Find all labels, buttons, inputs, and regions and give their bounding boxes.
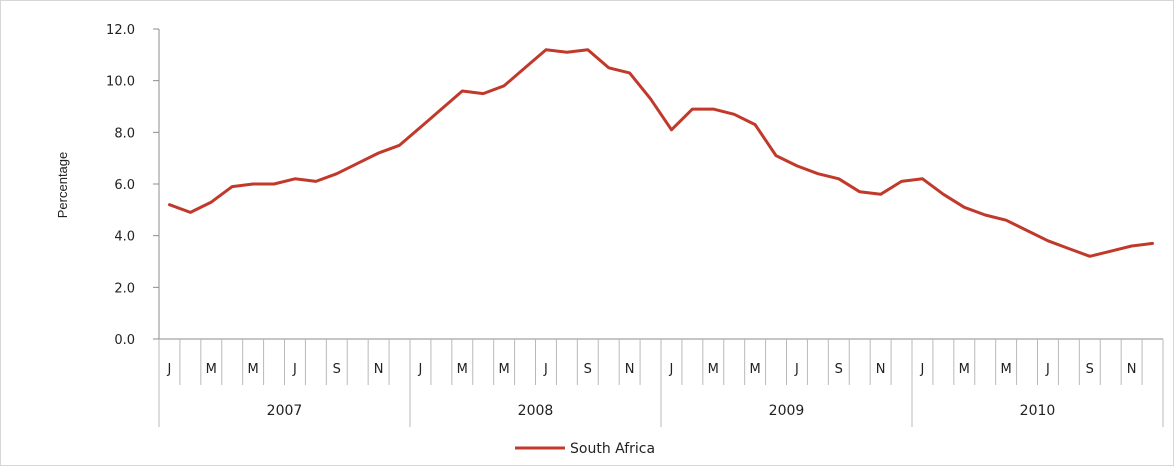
data-point	[649, 97, 652, 101]
y-tick-label: 8.0	[114, 126, 135, 141]
data-point	[231, 185, 234, 188]
y-tick-label: 0.0	[114, 333, 135, 348]
x-tick-label: J	[669, 362, 674, 377]
x-tick-label: M	[499, 362, 510, 377]
x-tick-label: J	[1045, 362, 1050, 377]
data-point	[210, 200, 213, 204]
data-point	[1004, 219, 1008, 222]
y-axis-label: Percentage	[55, 152, 70, 219]
data-point	[1046, 239, 1050, 242]
data-point	[1151, 242, 1154, 245]
data-point	[565, 51, 569, 54]
x-tick-label: M	[248, 362, 259, 377]
x-tick-label: J	[292, 362, 297, 377]
y-tick-label: 4.0	[114, 230, 135, 245]
series-layer	[168, 48, 1154, 258]
x-tick-label: J	[543, 362, 548, 377]
x-year-label: 2008	[518, 403, 554, 419]
data-point	[482, 92, 485, 95]
legend: South Africa	[515, 441, 655, 457]
x-tick-label: M	[1001, 362, 1012, 377]
data-point	[1130, 244, 1133, 248]
data-point	[900, 180, 903, 183]
x-tick-label: M	[206, 362, 217, 377]
data-point	[419, 126, 422, 129]
x-tick-label: N	[876, 362, 886, 377]
x-tick-label: J	[920, 362, 925, 377]
series-line-south-africa	[168, 48, 1154, 258]
x-tick-label: N	[374, 362, 384, 377]
x-axis: J M M J S N J M M J S N J M M J S N J M M J S N 2007 2008 2009 2010	[158, 339, 1164, 427]
data-point	[921, 177, 924, 180]
x-tick-label: S	[835, 362, 843, 377]
y-tick-labels: 0.0 2.0 4.0 6.0 8.0 10.0 12.0	[106, 23, 135, 348]
data-point	[440, 107, 443, 111]
data-point	[168, 203, 171, 206]
data-point	[1088, 255, 1092, 258]
data-point	[1109, 250, 1112, 253]
data-point	[712, 107, 715, 111]
x-tick-label: M	[457, 362, 468, 377]
data-point	[774, 154, 778, 157]
data-point	[733, 113, 736, 116]
legend-label-south-africa: South Africa	[570, 441, 655, 457]
data-point	[293, 177, 297, 180]
x-tick-label: S	[333, 362, 341, 377]
data-point	[670, 128, 673, 131]
x-year-label: 2007	[267, 403, 303, 419]
data-point	[398, 144, 401, 147]
data-point	[1025, 229, 1029, 232]
y-tick-label: 12.0	[106, 23, 135, 38]
x-tick-label: J	[167, 362, 172, 377]
data-point	[461, 89, 464, 93]
data-point	[858, 190, 861, 193]
x-tick-label: N	[1127, 362, 1137, 377]
data-point	[628, 71, 631, 75]
data-point	[189, 211, 192, 214]
data-point	[523, 66, 527, 70]
data-point	[753, 123, 757, 126]
data-point	[377, 151, 380, 155]
x-tick-label: S	[1086, 362, 1094, 377]
x-tick-label: J	[794, 362, 799, 377]
y-tick-label: 10.0	[106, 75, 135, 90]
x-year-label: 2010	[1020, 403, 1056, 419]
y-tick-label: 6.0	[114, 178, 135, 193]
y-tick-label: 2.0	[114, 281, 135, 296]
data-point	[963, 206, 966, 209]
x-tick-label: N	[625, 362, 635, 377]
data-point	[272, 182, 276, 186]
x-tick-label: M	[750, 362, 761, 377]
data-point	[502, 84, 506, 88]
data-point	[879, 193, 882, 196]
data-point	[816, 172, 820, 175]
data-point	[544, 48, 548, 51]
data-point	[691, 107, 694, 111]
data-point	[942, 193, 945, 196]
data-point	[586, 48, 589, 51]
x-tick-label: M	[959, 362, 970, 377]
axes	[153, 28, 1163, 340]
x-tick-label: S	[584, 362, 592, 377]
data-point	[837, 177, 840, 180]
x-year-label: 2009	[769, 403, 805, 419]
x-tick-label: M	[708, 362, 719, 377]
data-point	[251, 182, 255, 186]
data-point	[795, 164, 799, 168]
data-point	[335, 172, 338, 175]
data-point	[356, 162, 359, 165]
data-point	[314, 180, 318, 183]
data-point	[984, 213, 987, 217]
data-point	[607, 66, 610, 70]
data-point	[1067, 247, 1071, 250]
x-tick-label: J	[418, 362, 423, 377]
